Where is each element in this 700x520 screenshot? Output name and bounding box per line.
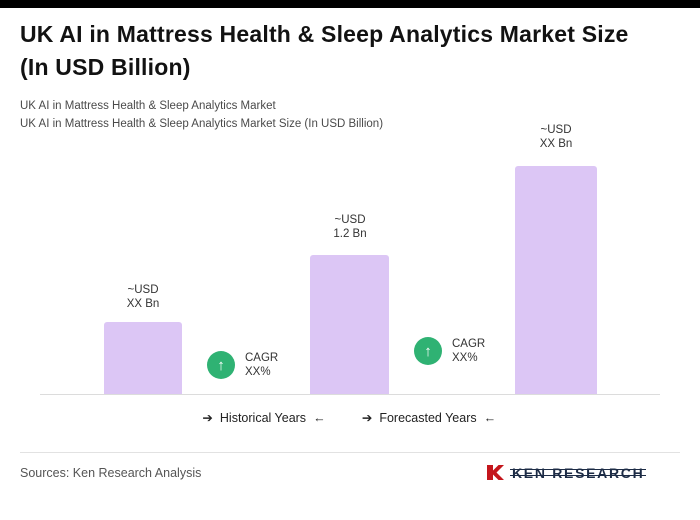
bar-value-line1: ~USD [540,124,572,136]
growth-up-arrow-icon: ↑ [207,351,235,379]
up-arrow-glyph: ↑ [424,342,432,360]
bar-historical [104,322,182,395]
cagr-value: XX% [245,366,271,378]
bar-value-label: ~USD 1.2 Bn [300,213,400,241]
axis-label-forecasted-years: ➔ Forecasted Years ← [338,410,520,425]
up-arrow-glyph: ↑ [217,356,225,374]
cagr-badge: ↑ CAGR XX% [414,337,485,365]
page-title: UK AI in Mattress Health & Sleep Analyti… [20,21,629,80]
cagr-text: CAGR XX% [452,337,485,365]
top-accent-bar [0,0,700,8]
ken-research-logo: KEN RESEARCH [486,464,647,481]
growth-up-arrow-icon: ↑ [414,337,442,365]
cagr-label: CAGR [452,338,486,350]
cagr-label: CAGR [245,352,279,364]
x-axis-line [40,394,660,395]
axis-label-text: Forecasted Years [379,411,477,425]
cagr-value: XX% [452,352,478,364]
ken-research-logo-text: KEN RESEARCH [510,464,647,481]
cagr-badge: ↑ CAGR XX% [207,351,278,379]
axis-label-text: Historical Years [219,411,307,425]
ken-research-logo-icon [487,465,504,480]
footer-divider [20,452,680,453]
left-arrow-icon: ← [313,411,326,425]
bar-value-label: ~USD XX Bn [506,123,606,151]
left-arrow-icon: ← [483,411,497,425]
subtitle-line-1: UK AI in Mattress Health & Sleep Analyti… [20,100,276,112]
bar-base-year [310,255,389,395]
bar-value-line2: XX Bn [126,298,160,310]
right-arrow-icon: ➔ [202,411,213,425]
bar-forecast [515,166,597,395]
right-arrow-icon: ➔ [361,411,373,425]
bar-value-line1: ~USD [127,284,159,296]
chart-subtitle: UK AI in Mattress Health & Sleep Analyti… [20,97,383,133]
axis-label-historical-years: ➔ Historical Years ← [173,410,355,425]
sources-text: Sources: Ken Research Analysis [20,466,202,480]
bar-value-label: ~USD XX Bn [93,283,193,311]
bar-value-line2: XX Bn [539,138,573,150]
subtitle-line-2: UK AI in Mattress Health & Sleep Analyti… [20,118,384,130]
bar-value-line1: ~USD [334,214,366,226]
bar-value-line2: 1.2 Bn [333,228,367,240]
cagr-text: CAGR XX% [245,351,278,379]
